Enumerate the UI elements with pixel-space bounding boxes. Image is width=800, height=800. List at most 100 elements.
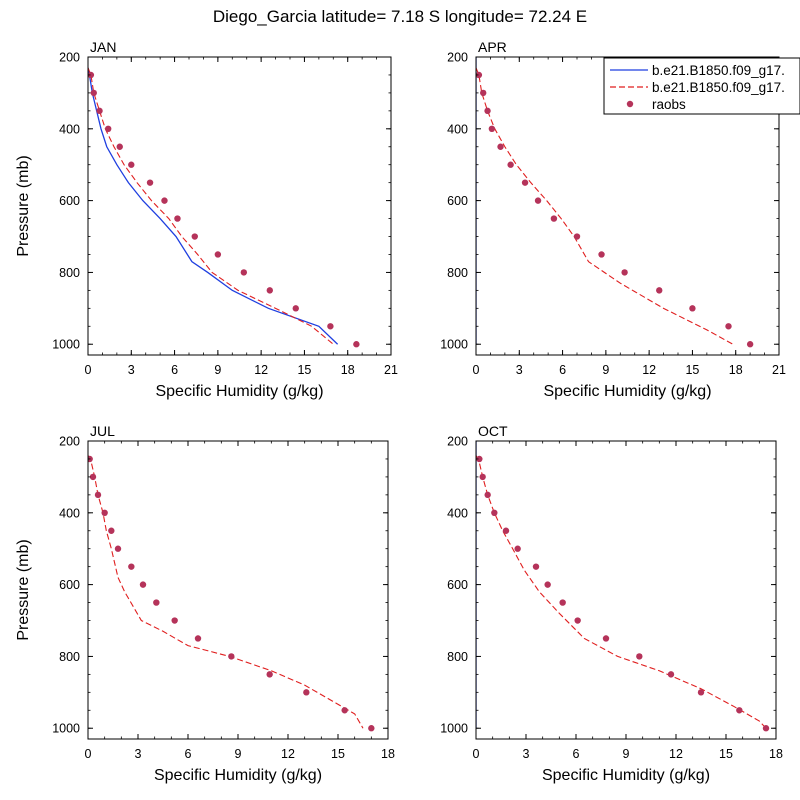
raobs-point — [636, 653, 643, 660]
y-tick-label: 200 — [59, 51, 80, 65]
y-tick-label: 1000 — [52, 338, 80, 352]
raobs-point — [353, 341, 360, 348]
raobs-point — [139, 581, 147, 588]
raobs-point — [108, 527, 115, 534]
model-1-line — [88, 67, 339, 345]
raobs-point — [228, 653, 235, 660]
panel-apr: APR 0 3 6 9 12 15 18 21 200 400 600 800 1000 Specific … — [440, 39, 786, 400]
y-tick-label: 800 — [59, 266, 80, 280]
x-tick-label: 18 — [769, 747, 783, 761]
raobs-point — [480, 89, 487, 97]
x-tick-label: 15 — [297, 363, 311, 377]
legend-box — [603, 57, 800, 115]
raobs-point — [128, 563, 135, 570]
raobs-point — [544, 581, 551, 588]
panel-label: JUL — [90, 423, 115, 439]
raobs-point — [497, 143, 504, 150]
raobs-point — [689, 305, 696, 312]
x-tick-label: 9 — [214, 363, 221, 377]
x-tick-label: 12 — [642, 363, 656, 377]
y-tick-label: 600 — [59, 578, 80, 592]
raobs-point — [89, 473, 97, 481]
x-tick-label: 0 — [473, 363, 480, 377]
x-tick-label: 21 — [384, 363, 398, 377]
y-tick-label: 1000 — [52, 722, 80, 736]
x-tick-label: 15 — [719, 747, 733, 761]
x-tick-label: 3 — [523, 747, 530, 761]
raobs-point — [153, 599, 160, 606]
plot-frame — [87, 56, 392, 356]
panel-label: OCT — [478, 423, 508, 439]
model-2-line — [88, 67, 334, 345]
raobs-point — [479, 473, 486, 481]
x-tick-label: 3 — [128, 363, 135, 377]
x-tick-label: 21 — [772, 363, 786, 377]
y-axis-label: Pressure (mb) — [15, 155, 32, 256]
plot-frame — [87, 440, 389, 740]
x-tick-label: 6 — [185, 747, 192, 761]
raobs-point — [725, 323, 732, 330]
raobs-point — [507, 161, 514, 168]
x-axis-label: Specific Humidity (g/kg) — [155, 383, 323, 400]
x-tick-label: 6 — [171, 363, 178, 377]
raobs-point — [214, 251, 222, 258]
model-2-line — [476, 67, 734, 345]
raobs-point — [602, 635, 610, 642]
x-tick-label: 0 — [85, 363, 92, 377]
x-tick-label: 0 — [473, 747, 480, 761]
x-tick-label: 12 — [281, 747, 295, 761]
raobs-point — [171, 617, 178, 624]
y-tick-label: 400 — [447, 122, 468, 136]
panel-label: JAN — [90, 39, 116, 55]
raobs-point — [762, 725, 770, 732]
y-tick-label: 1000 — [440, 722, 468, 736]
raobs-point — [491, 509, 498, 517]
legend: b.e21.B1850.f09_g17. b.e21.B1850.f09_g17.… — [603, 57, 800, 115]
y-tick-label: 800 — [59, 650, 80, 664]
x-tick-label: 6 — [573, 747, 580, 761]
y-tick-label: 800 — [447, 650, 468, 664]
panel-jul: JUL 0 3 6 9 12 15 18 200 400 600 800 1000 Specific Hu… — [15, 423, 395, 784]
raobs-point — [368, 725, 375, 732]
panel-jan: JAN 0 3 6 9 12 15 18 21 200 400 600 800 1000 Specific … — [15, 39, 398, 400]
y-tick-label: 400 — [59, 122, 80, 136]
raobs-point — [240, 269, 248, 276]
x-tick-label: 18 — [729, 363, 743, 377]
raobs-point — [105, 125, 112, 133]
y-tick-label: 200 — [447, 435, 468, 449]
raobs-point — [96, 107, 103, 115]
y-tick-label: 600 — [447, 194, 468, 208]
panel-oct: OCT 0 3 6 9 12 15 18 200 400 600 800 1000 Specific Hu… — [440, 423, 783, 784]
plot-frame — [475, 56, 780, 356]
raobs-point — [341, 707, 348, 714]
y-tick-label: 400 — [447, 506, 468, 520]
raobs-point — [476, 455, 483, 463]
raobs-point — [94, 491, 102, 499]
x-tick-label: 9 — [235, 747, 242, 761]
y-tick-label: 600 — [447, 578, 468, 592]
raobs-point — [174, 215, 181, 222]
raobs-point — [88, 71, 95, 79]
raobs-point — [194, 635, 202, 642]
x-tick-label: 12 — [669, 747, 683, 761]
raobs-point — [292, 305, 299, 312]
x-tick-label: 18 — [381, 747, 395, 761]
legend-label: raobs — [652, 97, 686, 112]
y-tick-label: 800 — [447, 266, 468, 280]
x-tick-label: 3 — [135, 747, 142, 761]
x-tick-label: 15 — [685, 363, 699, 377]
raobs-point — [116, 143, 123, 150]
y-tick-label: 600 — [59, 194, 80, 208]
raobs-point — [573, 233, 581, 240]
raobs-point — [559, 599, 566, 606]
raobs-point — [574, 617, 581, 624]
raobs-point — [667, 671, 675, 678]
raobs-point — [476, 71, 483, 79]
legend-marker-dot — [626, 100, 634, 108]
raobs-point — [532, 563, 540, 570]
raobs-point — [90, 89, 97, 97]
raobs-point — [550, 215, 558, 222]
legend-label: b.e21.B1850.f09_g17. — [652, 80, 785, 95]
x-axis-label: Specific Humidity (g/kg) — [543, 383, 711, 400]
